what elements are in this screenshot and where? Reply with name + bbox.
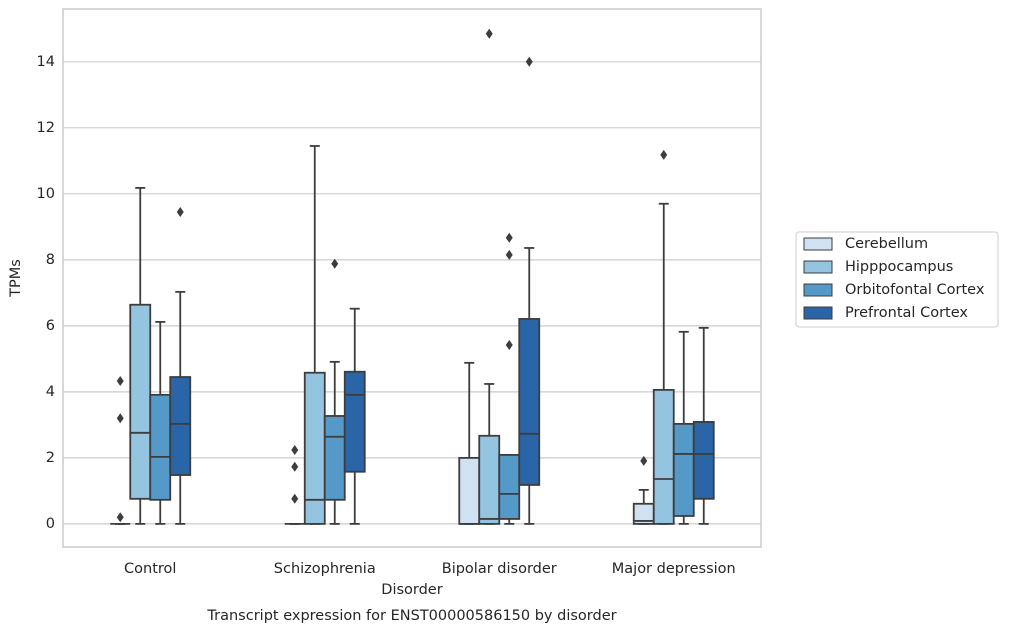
y-axis-label: TPMs [8,259,24,298]
box [652,388,675,525]
box [303,371,326,525]
box-group [284,444,305,525]
box [169,376,192,476]
box [498,454,521,520]
x-tick-label: Schizophrenia [274,561,376,577]
legend-label: Cerebellum [845,236,928,252]
legend-label: Hipppocampus [845,259,953,275]
caption: Transcript expression for ENST0000058615… [206,608,616,624]
box [149,393,172,501]
y-tick-label: 2 [46,450,55,466]
outlier [116,413,124,424]
x-tick-label: Control [124,561,176,577]
y-tick-label: 10 [37,186,55,202]
outlier [640,455,648,466]
box-group [498,232,521,525]
outlier [291,444,299,455]
box-group [458,361,481,525]
outlier [485,28,493,39]
legend-swatch [803,306,833,320]
legend-swatch [803,283,833,297]
y-tick-label: 12 [37,120,55,136]
outlier [505,232,513,243]
box-group [478,28,501,525]
box [458,456,481,525]
box-group [110,375,131,525]
outlier [505,249,513,260]
x-tick-label: Bipolar disorder [442,561,557,577]
outlier [505,340,513,351]
legend-swatch [803,237,833,251]
y-tick-label: 14 [37,54,55,70]
legend-label: Orbitofontal Cortex [845,282,985,298]
box [129,303,152,500]
box [478,434,501,525]
outlier [291,493,299,504]
legend-label: Prefrontal Cortex [845,305,968,321]
outlier [176,206,184,217]
box-group [303,145,326,525]
box [692,421,715,500]
y-tick-label: 6 [46,318,55,334]
box [672,422,695,517]
legend-swatch [803,260,833,274]
x-axis-label: Disorder [381,582,442,598]
outlier [116,375,124,386]
box-group [149,320,172,525]
box-group [169,206,192,525]
box-group [652,149,675,525]
box [343,370,366,473]
plot-frame [62,8,762,548]
box-group [692,326,715,525]
outlier [660,149,668,160]
outlier [291,461,299,472]
box-group [129,186,152,525]
outlier [525,56,533,67]
y-tick-label: 4 [46,384,55,400]
box-group [632,455,655,525]
box-group [518,56,541,525]
y-tick-label: 8 [46,252,55,268]
box-group [343,307,366,525]
box [518,318,541,486]
legend-frame [795,231,999,328]
x-tick-label: Major depression [612,561,736,577]
box [323,415,346,501]
box-group [672,330,695,525]
box-group [323,258,346,525]
outlier [116,512,124,523]
outlier [331,258,339,269]
y-tick-label: 0 [46,516,55,532]
